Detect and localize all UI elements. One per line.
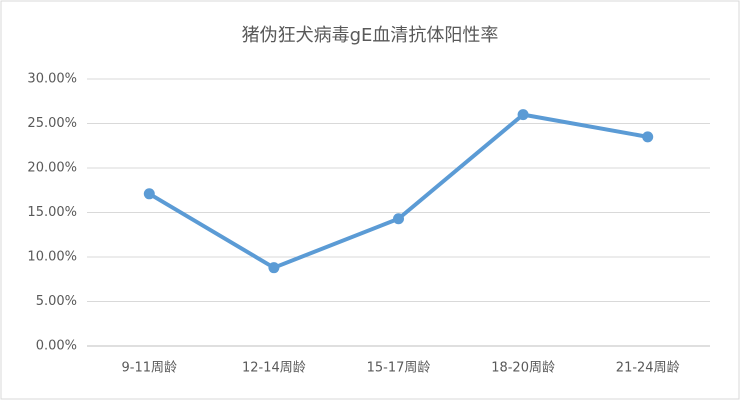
chart-title: 猪伪狂犬病毒gE血清抗体阳性率 [242,25,499,46]
y-tick-label: 25.00% [27,116,77,131]
y-tick-label: 30.00% [27,72,77,87]
point [143,188,155,200]
x-tick-label: 15-17周龄 [367,361,431,376]
y-tick-label: 15.00% [27,205,77,220]
y-tick-label: 20.00% [27,161,77,176]
x-tick-label: 12-14周龄 [242,361,306,376]
point [642,131,654,143]
point [268,262,280,274]
y-tick-label: 0.00% [36,339,77,354]
point [393,213,404,225]
point [517,109,529,121]
x-tick-label: 18-20周龄 [491,361,555,376]
x-tick-label: 9-11周龄 [122,361,178,376]
y-tick-label: 5.00% [36,294,77,309]
x-tick-label: 21-24周龄 [616,361,680,376]
y-tick-label: 10.00% [27,250,77,265]
